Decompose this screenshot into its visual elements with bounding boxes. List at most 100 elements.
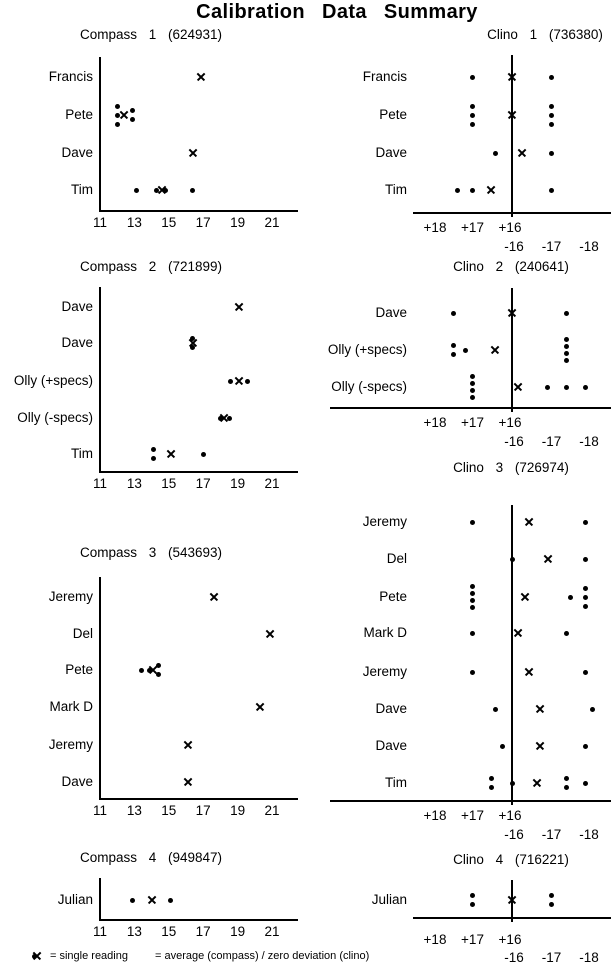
reading-dot (130, 108, 136, 113)
reading-dot (582, 585, 588, 591)
row-label: Jeremy (362, 514, 407, 529)
row-label: Tim (71, 446, 93, 461)
row-label: Olly (-specs) (331, 379, 407, 394)
reading-dot (470, 902, 475, 907)
row-label: Dave (375, 145, 407, 160)
reading-dot (500, 743, 505, 749)
reading-dot (470, 598, 475, 603)
average-x-icon (137, 952, 146, 961)
row-label: Tim (385, 775, 407, 790)
reading-dot (549, 74, 554, 80)
reading-dot (488, 776, 494, 781)
page-title: Calibration Data Summary (196, 1, 478, 23)
reading-dot (150, 447, 156, 452)
reading-dot (582, 556, 588, 562)
reading-dot (549, 187, 554, 193)
axis-tick-label: 19 (230, 476, 246, 491)
axis-tick-label: 15 (161, 803, 177, 818)
reading-dot (168, 897, 174, 903)
axis-tick-label-plus: +17 (461, 415, 484, 430)
reading-dot (190, 345, 196, 350)
reading-dot (590, 706, 596, 712)
axis-tick-label: 13 (126, 215, 142, 230)
reading-dot (564, 310, 569, 316)
axis-tick-label-minus: -16 (504, 827, 524, 842)
axis-tick-label: 19 (230, 924, 246, 939)
reading-dot (470, 112, 475, 118)
row-label: Dave (61, 774, 93, 789)
reading-dot (190, 187, 196, 193)
row-label: Del (72, 626, 93, 641)
row-label: Tim (71, 182, 93, 197)
reading-dot (582, 780, 588, 786)
axis-tick-label-plus: +16 (498, 220, 522, 235)
reading-dot (451, 343, 457, 348)
reading-dot (114, 112, 120, 118)
row-label: Julian (57, 892, 93, 907)
reading-dot (564, 337, 569, 342)
axis-tick-label-minus: -16 (504, 239, 524, 254)
reading-dot (549, 902, 554, 907)
chart-title: Compass 3 (543693) (79, 545, 223, 560)
axis-tick-label-minus: -18 (579, 434, 599, 449)
axis-tick-label: 21 (264, 215, 280, 230)
axis-tick-label-plus: +17 (461, 932, 484, 947)
chart-title: Clino 3 (726974) (453, 460, 569, 475)
reading-dot (130, 897, 136, 903)
chart-title: Compass 1 (624931) (79, 27, 223, 42)
reading-dot (582, 603, 588, 609)
reading-dot (549, 103, 554, 109)
axis-tick-label: 13 (126, 476, 142, 491)
reading-dot (114, 103, 120, 109)
reading-dot (470, 395, 475, 400)
y-axis-line (99, 57, 101, 212)
reading-dot (582, 669, 588, 675)
reading-dot (470, 381, 475, 386)
chart-title: Compass 2 (721899) (79, 259, 223, 274)
reading-dot (567, 594, 573, 600)
reading-dot (245, 378, 251, 384)
reading-dot (549, 121, 554, 127)
reading-dot (114, 121, 120, 127)
axis-tick-label-minus: -16 (504, 434, 524, 449)
axis-tick-label: 19 (230, 215, 246, 230)
reading-dot (470, 893, 475, 898)
row-label: Pete (379, 589, 407, 604)
axis-tick-label-plus: +17 (461, 808, 484, 823)
axis-tick-label: 15 (161, 215, 177, 230)
axis-tick-label-minus: -18 (579, 827, 599, 842)
row-label: Francis (48, 69, 93, 84)
axis-tick-label: 17 (195, 803, 211, 818)
reading-dot (564, 630, 569, 636)
axis-tick-label-minus: -17 (541, 239, 562, 254)
reading-dot (155, 672, 161, 677)
reading-dot (470, 103, 475, 109)
x-axis-line (99, 210, 298, 212)
axis-tick-label-plus: +18 (423, 932, 447, 947)
reading-dot (492, 706, 498, 712)
row-label: Mark D (49, 699, 94, 714)
reading-dot (549, 893, 554, 898)
x-axis-line (413, 917, 611, 919)
reading-dot (509, 780, 515, 786)
row-label: Olly (+specs) (13, 373, 93, 388)
row-label: Pete (65, 662, 93, 677)
axis-tick-label-minus: -18 (579, 239, 599, 254)
reading-dot (470, 630, 475, 636)
legend-single-reading-label: = single reading (50, 950, 128, 962)
axis-tick-label: 15 (161, 924, 177, 939)
row-label: Jeremy (48, 589, 93, 604)
reading-dot (564, 344, 569, 349)
axis-tick-label-plus: +18 (423, 808, 447, 823)
reading-dot (138, 667, 144, 673)
row-label: Pete (379, 107, 407, 122)
reading-dot (470, 121, 475, 127)
zero-deviation-axis-line (511, 55, 513, 217)
axis-tick-label-plus: +16 (498, 932, 522, 947)
axis-tick-label-minus: -18 (579, 950, 599, 965)
